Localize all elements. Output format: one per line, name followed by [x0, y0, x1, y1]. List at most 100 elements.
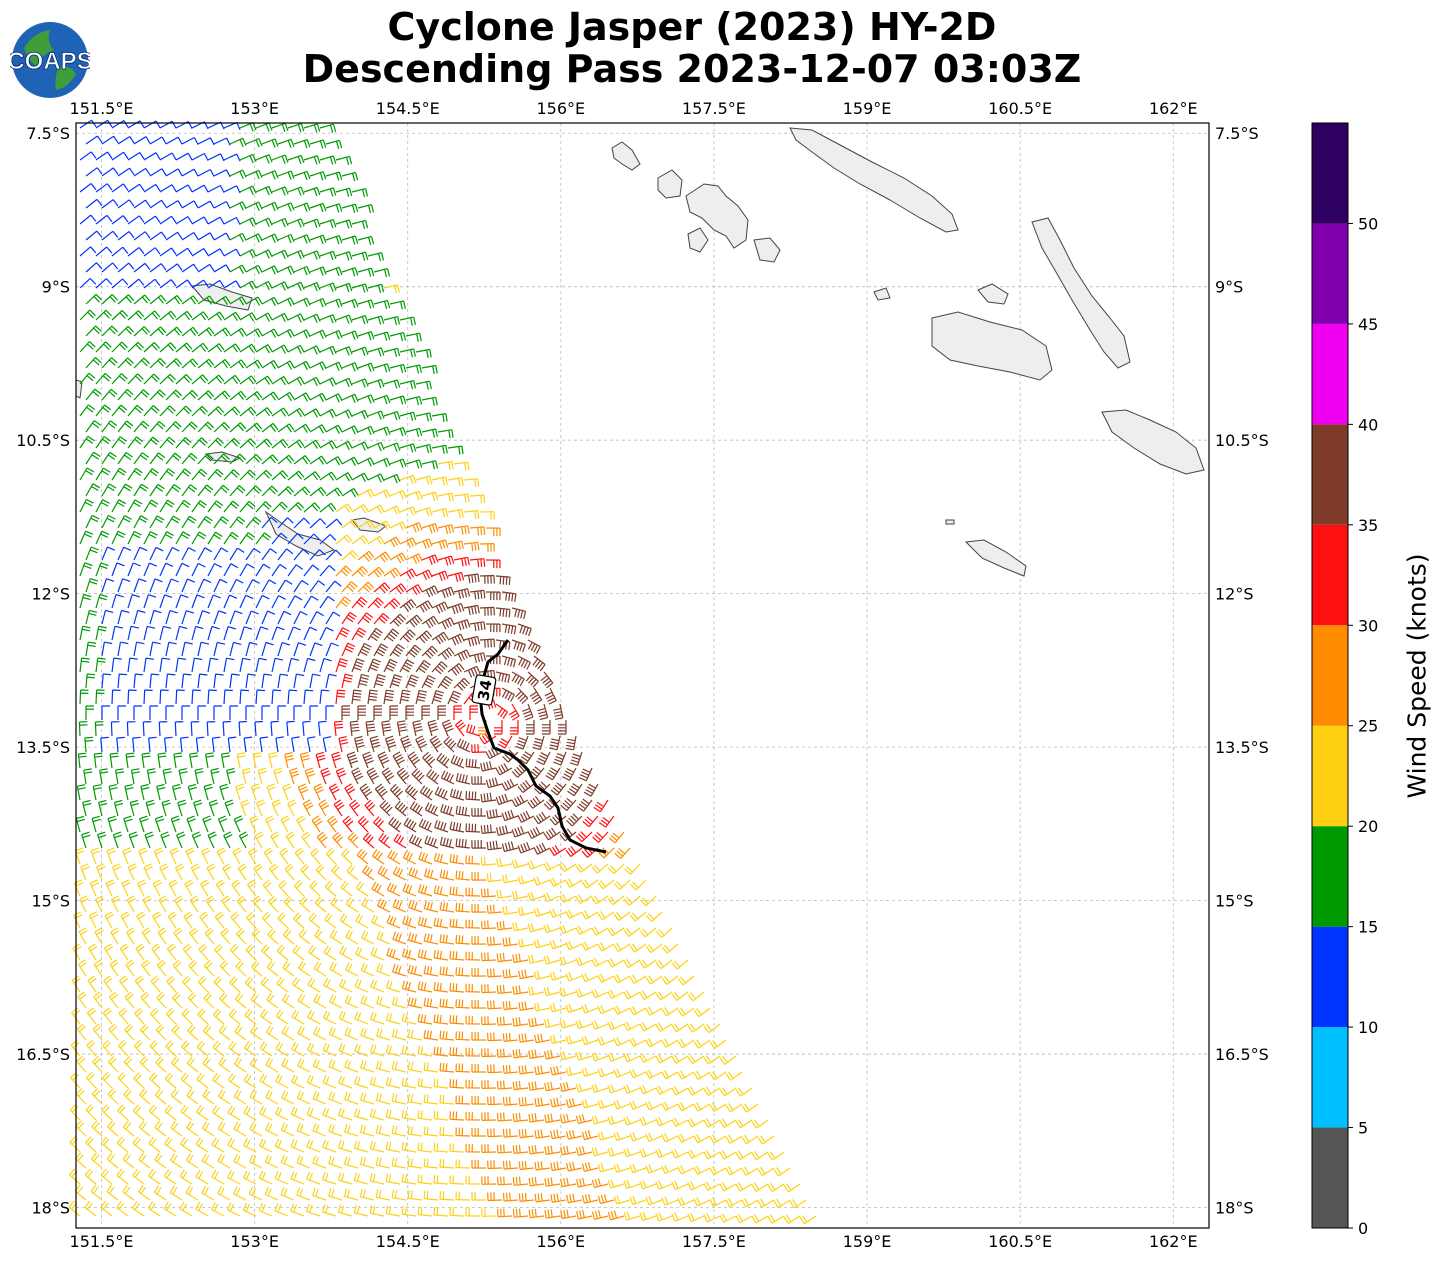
wind-barb	[249, 815, 259, 833]
wind-barb	[671, 991, 689, 1001]
wind-barb	[243, 1041, 257, 1057]
wind-barb	[245, 169, 263, 180]
wind-barb	[357, 425, 375, 436]
wind-barb	[645, 975, 663, 985]
wind-barb	[335, 155, 353, 166]
wind-barb	[282, 783, 292, 801]
wind-barb	[267, 928, 279, 945]
wind-barb	[423, 1030, 439, 1041]
wind-barb	[328, 783, 340, 801]
wind-barb	[277, 610, 292, 625]
wind-barb	[261, 328, 279, 338]
wind-barb	[271, 312, 289, 323]
wind-barb	[261, 422, 279, 433]
wind-barb	[271, 375, 289, 386]
wind-barb	[356, 848, 369, 865]
wind-barb	[335, 596, 352, 609]
wind-barb	[129, 799, 139, 817]
wind-barb	[671, 959, 689, 970]
wind-barb	[575, 894, 593, 904]
wind-barb	[229, 673, 240, 689]
wind-barb	[453, 619, 471, 631]
wind-barb	[181, 136, 199, 145]
wind-barb	[118, 1007, 129, 1025]
wind-barb	[447, 508, 464, 519]
wind-barb	[102, 1039, 113, 1057]
wind-barb	[415, 660, 431, 674]
wind-barb	[265, 1057, 279, 1073]
wind-barb	[95, 214, 113, 225]
wind-barb	[181, 389, 199, 401]
wind-barb	[319, 155, 337, 165]
wind-barb	[170, 1056, 183, 1073]
wind-barb	[496, 1048, 513, 1058]
wind-barb	[111, 436, 128, 449]
wind-barb	[591, 957, 609, 967]
wind-barb	[655, 1022, 673, 1032]
wind-barb	[533, 970, 551, 980]
wind-barb	[549, 1034, 567, 1044]
wind-barb	[143, 863, 153, 881]
wind-barb	[99, 768, 109, 785]
wind-barb	[277, 517, 294, 529]
wind-barb	[275, 1009, 289, 1025]
wind-barb	[191, 689, 201, 705]
wind-barb	[111, 151, 129, 161]
wind-barb	[133, 199, 151, 209]
wind-barb	[117, 357, 134, 369]
wind-barb	[367, 627, 383, 642]
wind-barb	[338, 1043, 353, 1057]
wind-barb	[335, 689, 346, 705]
wind-barb	[143, 342, 161, 353]
wind-barb	[400, 735, 412, 753]
wind-barb	[244, 1008, 257, 1025]
wind-barb	[165, 1007, 177, 1025]
wind-barb	[369, 735, 381, 753]
wind-barb	[219, 960, 231, 977]
wind-barb	[335, 314, 353, 324]
wind-barb	[455, 772, 471, 785]
wind-barb	[383, 536, 401, 548]
wind-barb	[261, 391, 279, 401]
wind-barb	[354, 1043, 369, 1057]
wind-barb	[426, 768, 440, 785]
wind-barb	[312, 1091, 327, 1105]
wind-barb	[533, 939, 551, 949]
wind-barb	[213, 169, 231, 178]
wind-barb	[421, 615, 439, 629]
wind-barb	[608, 831, 625, 844]
wind-barb	[197, 547, 213, 561]
wind-barb	[229, 422, 247, 433]
wind-barb	[703, 1086, 721, 1097]
wind-barb	[213, 421, 231, 433]
wind-barb	[338, 1107, 353, 1121]
wind-barb	[399, 599, 417, 612]
wind-barb	[407, 964, 423, 977]
wind-barb	[127, 657, 138, 673]
wind-barb	[341, 171, 359, 182]
wind-barb	[224, 799, 234, 817]
wind-barb	[399, 629, 416, 643]
wind-barb	[306, 1042, 321, 1057]
wind-barb	[357, 488, 375, 498]
wind-barb	[335, 409, 353, 419]
island-isabel	[789, 127, 959, 233]
wind-barb	[140, 783, 150, 801]
wind-barb	[449, 1015, 465, 1025]
wind-barb	[227, 1073, 241, 1089]
wind-barb	[655, 1085, 673, 1095]
wind-barb	[127, 341, 145, 353]
wind-barb	[408, 834, 423, 849]
wind-barb	[407, 1093, 423, 1105]
wind-barb	[344, 962, 359, 977]
wind-barb	[143, 405, 160, 417]
wind-barb	[133, 641, 145, 657]
wind-barb	[186, 1088, 199, 1105]
wind-barb	[481, 1112, 497, 1121]
wind-barb	[245, 944, 257, 961]
wind-barb	[111, 562, 125, 577]
wind-barb	[191, 468, 208, 481]
wind-barb	[239, 248, 257, 259]
wind-barb	[565, 1098, 583, 1108]
colorbar-bin	[1312, 524, 1348, 626]
